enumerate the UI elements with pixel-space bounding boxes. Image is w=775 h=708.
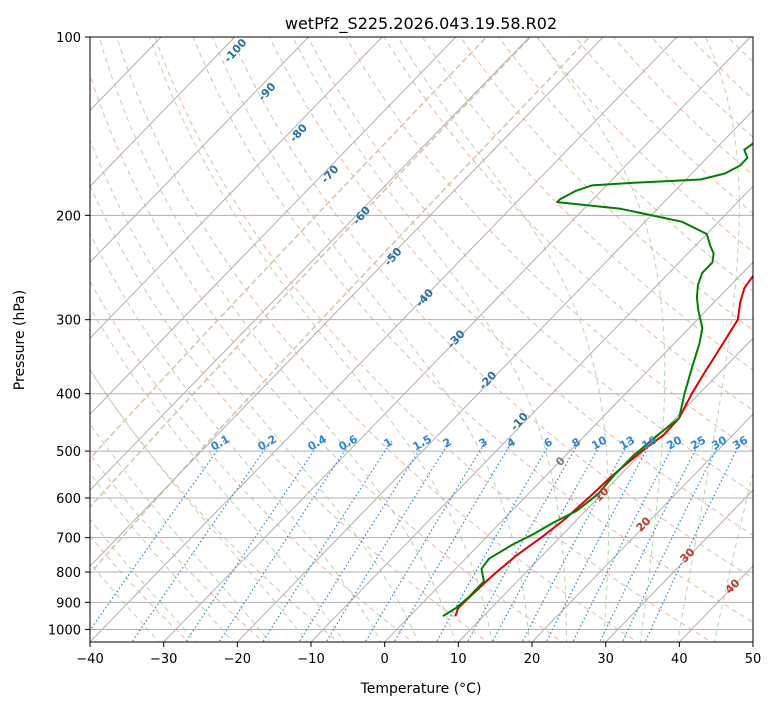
dry-adiabat-line	[90, 453, 265, 642]
y-tick-label: 800	[56, 566, 81, 581]
x-tick-label: −10	[297, 652, 324, 667]
series-layer	[442, 142, 753, 618]
dry-adiabat-line	[383, 37, 753, 412]
y-tick-label: 900	[56, 596, 81, 611]
mixing-ratio-line	[644, 440, 742, 642]
x-tick-label: −20	[224, 652, 251, 667]
isotherm-line	[457, 337, 753, 642]
isotherm-line	[90, 37, 236, 188]
y-tick-label: 500	[56, 445, 81, 460]
x-tick-label: 0	[381, 652, 389, 667]
mixing-ratio-line	[325, 440, 451, 642]
isotherm-line	[90, 37, 604, 567]
moist-adiabat-line	[212, 37, 530, 642]
mixing-ratio-line	[298, 440, 426, 642]
dewpoint-profile-line	[442, 142, 753, 618]
isotherm-line	[531, 413, 753, 642]
moist-adiabat-line	[676, 37, 740, 642]
moist-adiabat-line	[149, 37, 493, 642]
moist-adiabat-line	[90, 306, 345, 642]
mixing-ratio-line	[218, 440, 352, 642]
y-tick-label: 200	[56, 209, 81, 224]
mixing-ratio-line	[393, 440, 514, 642]
isotherm-line	[236, 109, 753, 642]
mixing-ratio-line	[491, 440, 603, 642]
mixing-ratio-line	[435, 440, 552, 642]
x-axis-ticks: −40 −30 −20 −10 0 10 20 30 40 50	[76, 642, 761, 667]
chart-title: wetPf2_S225.2026.043.19.58.R02	[285, 14, 557, 34]
moist-adiabat-line	[292, 37, 567, 642]
y-axis-ticks: 1000 900 800 700 600 500 400 300 200 100	[48, 31, 90, 638]
mixing-ratio-line	[262, 440, 393, 642]
mixing-ratio-line	[545, 440, 653, 642]
y-tick-label: 1000	[48, 623, 81, 638]
isotherm-line	[90, 37, 457, 415]
x-tick-label: 10	[450, 652, 467, 667]
isotherm-line	[162, 37, 752, 642]
moist-adiabat-line	[90, 232, 382, 642]
mixing-ratio-line	[364, 440, 487, 642]
dry-adiabat-line	[90, 184, 489, 642]
moist-adiabat-line	[537, 37, 666, 642]
x-tick-label: −40	[76, 652, 103, 667]
y-axis-label: Pressure (hPa)	[12, 290, 28, 390]
isotherm-line	[310, 185, 753, 642]
x-tick-label: −30	[150, 652, 177, 667]
moist-adiabat-line	[397, 37, 610, 642]
isotherm-line	[90, 37, 383, 339]
isotherm-line	[383, 261, 753, 642]
isotherm-line	[90, 37, 310, 263]
x-tick-label: 50	[745, 652, 762, 667]
isotherm-line	[90, 37, 678, 642]
ice-curve-line	[90, 37, 532, 509]
x-tick-label: 30	[597, 652, 614, 667]
dry-adiabat-line	[230, 37, 753, 579]
dry-adiabat-line	[154, 37, 713, 642]
temperature-profile-line	[454, 274, 753, 617]
mixing-ratio-line	[90, 440, 225, 632]
mixing-ratio-line	[185, 440, 322, 642]
isotherm-line	[90, 37, 531, 491]
plot-frame	[89, 36, 754, 643]
plot-area	[90, 37, 753, 642]
moist-adiabat-line	[98, 37, 456, 642]
y-tick-label: 600	[56, 492, 81, 507]
x-tick-label: 40	[671, 652, 688, 667]
moist-adiabat-line	[90, 423, 271, 642]
isotherm-line	[604, 489, 753, 642]
y-tick-label: 400	[56, 388, 81, 403]
x-tick-label: 20	[524, 652, 541, 667]
y-tick-label: 300	[56, 314, 81, 329]
ice-curve-line	[90, 37, 488, 460]
y-tick-label: 100	[56, 31, 81, 46]
dry-adiabat-line	[268, 37, 753, 536]
ice-curve-line	[90, 37, 591, 575]
background-lines	[90, 37, 753, 642]
y-tick-label: 700	[56, 532, 81, 547]
x-axis-label: Temperature (°C)	[360, 681, 482, 697]
